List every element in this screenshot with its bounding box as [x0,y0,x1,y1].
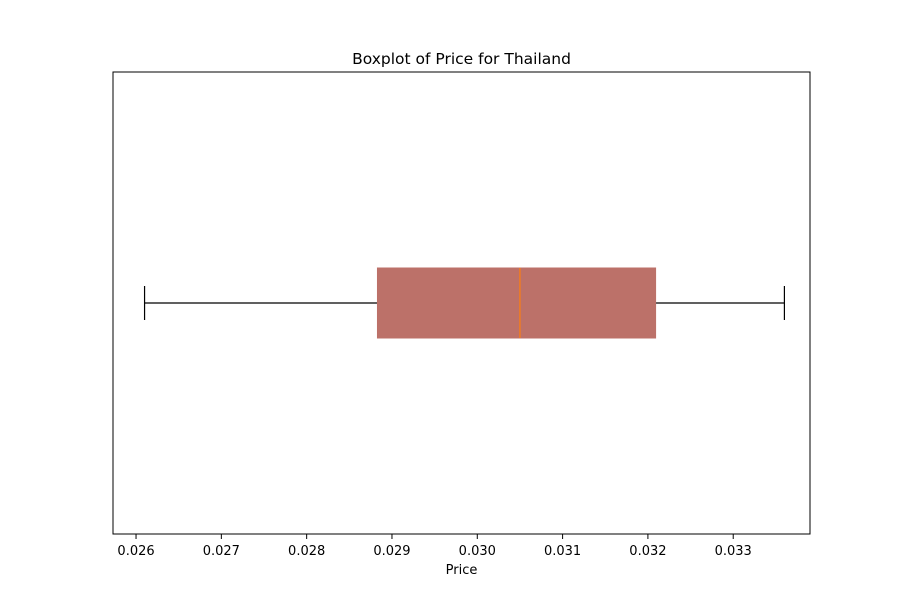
x-tick-label: 0.033 [715,544,752,559]
x-tick-label: 0.032 [629,544,666,559]
x-tick-label: 0.029 [373,544,410,559]
x-tick-label: 0.027 [203,544,240,559]
x-tick-label: 0.026 [117,544,154,559]
x-tick-label: 0.031 [544,544,581,559]
x-tick-label: 0.028 [288,544,325,559]
chart-title: Boxplot of Price for Thailand [352,50,571,68]
box-series [143,267,786,339]
interquartile-box [376,267,657,339]
x-axis-label: Price [446,563,478,578]
x-axis-ticks: 0.026 0.027 0.028 0.029 0.030 0.031 0.032 0.033 [117,534,752,559]
x-tick-label: 0.030 [459,544,496,559]
